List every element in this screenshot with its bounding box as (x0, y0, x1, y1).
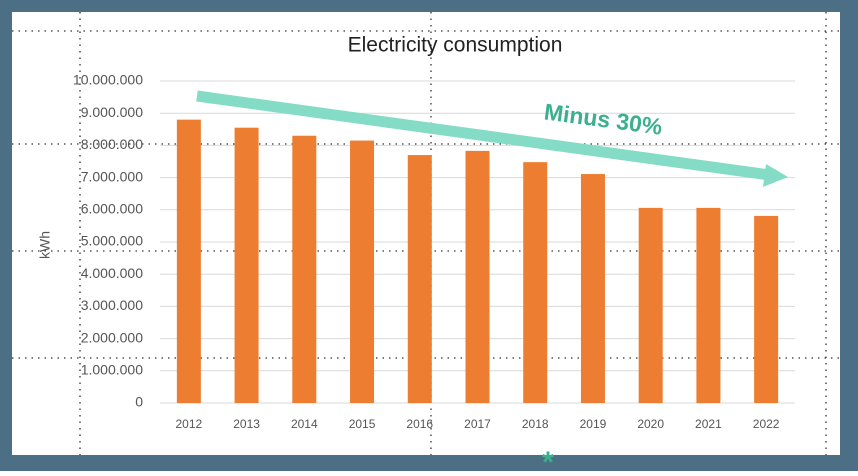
x-tick-label: 2022 (753, 417, 780, 431)
bar (754, 215, 779, 403)
y-tick-label: 7.000.000 (81, 168, 143, 184)
bar (580, 174, 605, 403)
footer-mark: * (542, 446, 554, 471)
y-tick-label: 1.000.000 (81, 362, 143, 378)
x-tick-label: 2019 (580, 417, 607, 431)
bar (696, 207, 721, 403)
y-tick-label: 9.000.000 (81, 104, 143, 120)
bar (523, 162, 548, 403)
trend-arrow (196, 90, 771, 181)
x-tick-label: 2015 (349, 417, 376, 431)
y-tick-label: 3.000.000 (81, 297, 143, 313)
x-tick-label: 2014 (291, 417, 318, 431)
y-tick-label: 0 (135, 394, 143, 410)
y-axis-label: kWh (37, 231, 53, 259)
y-tick-label: 10.000.000 (73, 72, 143, 88)
x-tick-label: 2012 (176, 417, 203, 431)
bar (350, 140, 375, 403)
x-tick-label: 2017 (464, 417, 491, 431)
x-tick-label: 2021 (695, 417, 722, 431)
y-tick-label: 5.000.000 (81, 233, 143, 249)
y-tick-label: 8.000.000 (81, 136, 143, 152)
bar (176, 119, 201, 403)
y-tick-label: 4.000.000 (81, 265, 143, 281)
bar (638, 207, 663, 403)
y-tick-label: 2.000.000 (81, 329, 143, 345)
bar (465, 150, 490, 403)
bar (407, 155, 432, 403)
bar (234, 127, 259, 403)
chart-title: Electricity consumption (348, 34, 563, 57)
trend-arrow-head (763, 164, 788, 187)
x-tick-label: 2020 (637, 417, 664, 431)
y-tick-label: 6.000.000 (81, 201, 143, 217)
x-tick-label: 2018 (522, 417, 549, 431)
x-tick-label: 2013 (233, 417, 260, 431)
bar (292, 135, 317, 404)
x-tick-label: 2016 (406, 417, 433, 431)
